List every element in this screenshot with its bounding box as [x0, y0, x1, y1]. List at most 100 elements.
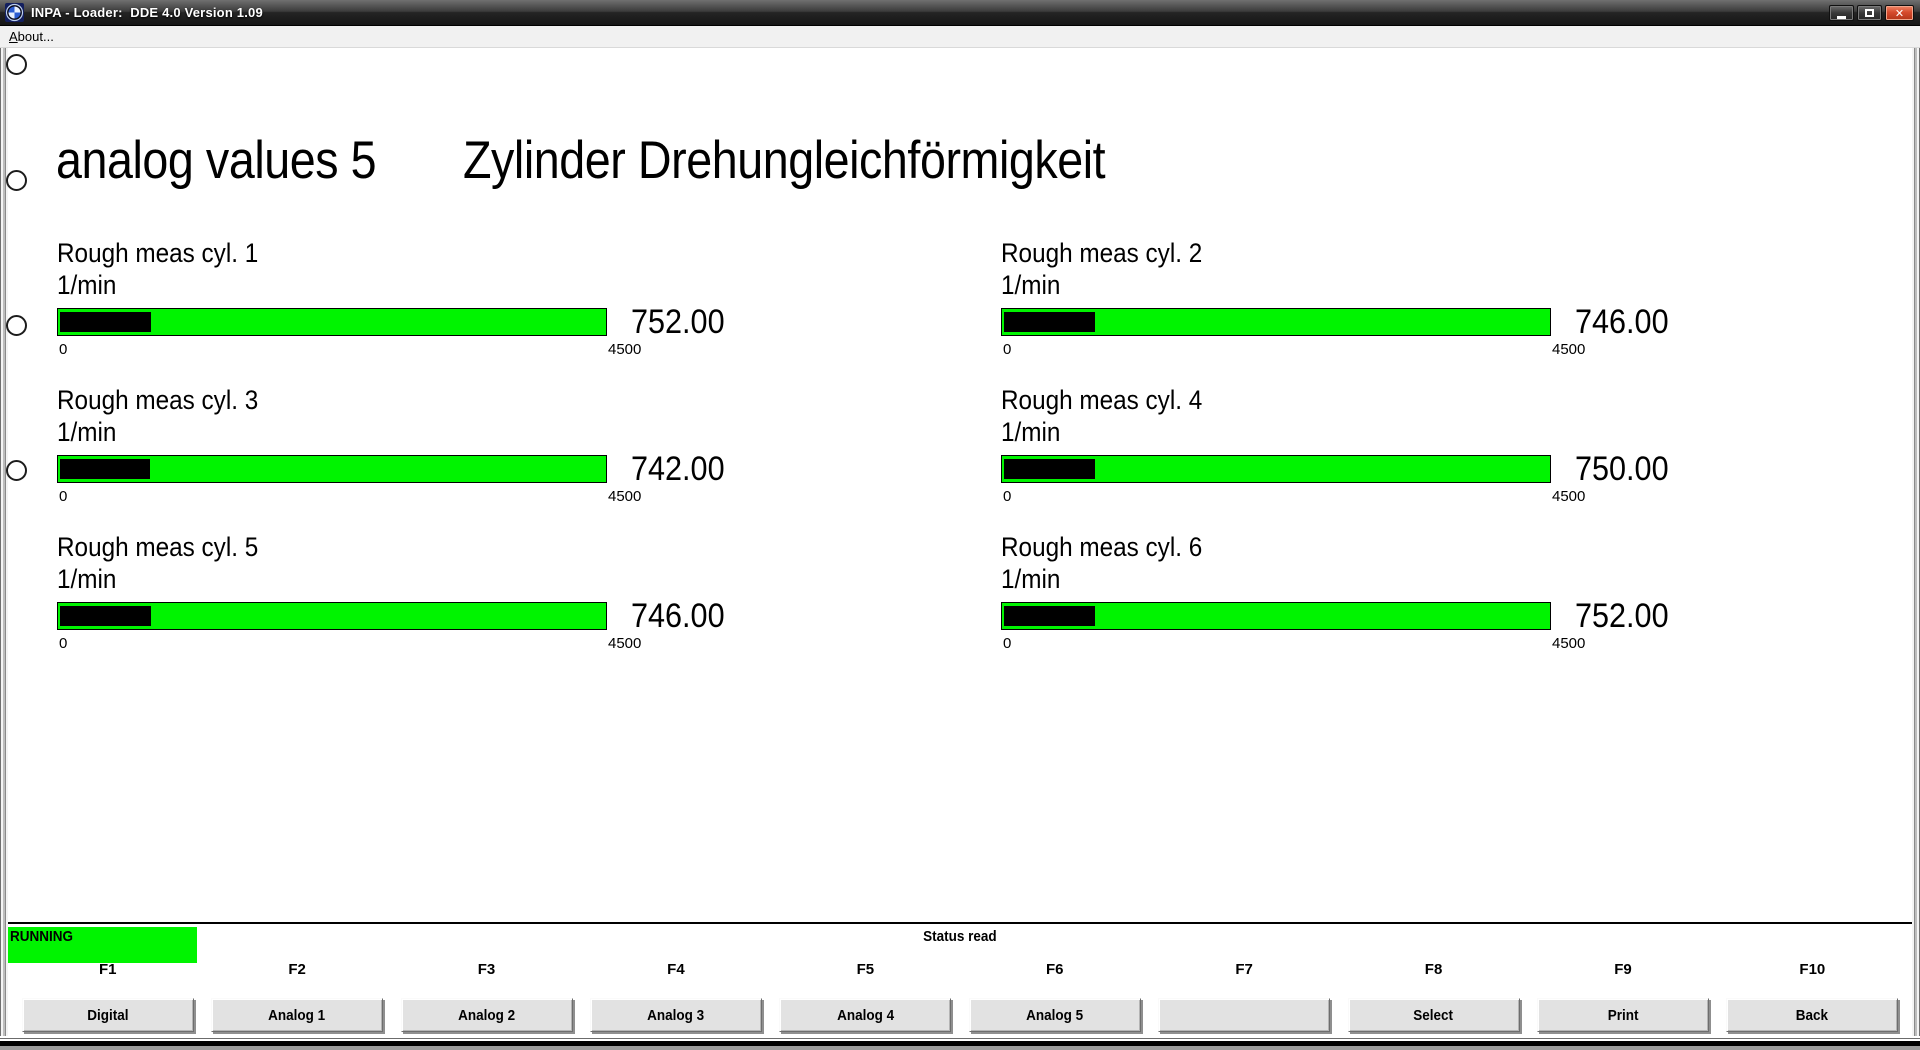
- menu-about[interactable]: About...: [9, 29, 54, 44]
- button-f9[interactable]: Print: [1536, 998, 1709, 1032]
- gauge-scale-min: 0: [59, 488, 68, 505]
- gauge-scale-max: 4500: [1552, 488, 1586, 505]
- gauge-label: Rough meas cyl. 1: [57, 238, 259, 268]
- window-frame-right: [1912, 48, 1920, 1050]
- function-key-cell: F5 Analog 4: [771, 962, 960, 1032]
- gauge: Rough meas cyl. 2 1/min 746.00 0 4500: [1001, 238, 1723, 385]
- button-f1[interactable]: Digital: [21, 998, 194, 1032]
- gauge-scale: 0 4500: [57, 635, 757, 653]
- gauge: Rough meas cyl. 1 1/min 752.00 0 4500: [57, 238, 779, 385]
- gauge-bar-fill: [60, 606, 151, 626]
- status-text: Status read: [923, 928, 997, 945]
- window-frame-bottom: [0, 1036, 1920, 1050]
- gauge-unit: 1/min: [57, 270, 117, 300]
- gauge: Rough meas cyl. 4 1/min 750.00 0 4500: [1001, 385, 1723, 532]
- gauge-label: Rough meas cyl. 4: [1001, 385, 1203, 415]
- fkey-label: F4: [667, 961, 685, 978]
- gauge-label: Rough meas cyl. 3: [57, 385, 259, 415]
- window-title: INPA - Loader: DDE 4.0 Version 1.09: [31, 5, 263, 20]
- fkey-label: F8: [1424, 961, 1443, 978]
- function-key-panel: RUNNING Status read F1 Digital F2 Analog…: [0, 922, 1920, 1050]
- gauge-unit: 1/min: [57, 564, 117, 594]
- gauge-grid: Rough meas cyl. 1 1/min 752.00 0 4500 Ro…: [57, 238, 1723, 679]
- button-f8[interactable]: Select: [1347, 998, 1520, 1032]
- gauge: Rough meas cyl. 3 1/min 742.00 0 4500: [57, 385, 779, 532]
- function-key-cell: F10 Back: [1718, 962, 1907, 1032]
- menu-bar: About...: [0, 26, 1920, 48]
- gauge-unit: 1/min: [1001, 270, 1061, 300]
- gauge-scale-max: 4500: [608, 341, 642, 358]
- row-marker-circle: [6, 460, 27, 481]
- button-f4[interactable]: Analog 3: [589, 998, 762, 1032]
- window-frame-left: [0, 48, 8, 1050]
- gauge-value: 742.00: [631, 450, 725, 488]
- fkey-label: F1: [98, 961, 117, 978]
- gauge-scale-max: 4500: [1552, 341, 1586, 358]
- row-marker-circle: [6, 170, 27, 191]
- window-controls: ✕: [1829, 5, 1914, 21]
- button-f10[interactable]: Back: [1726, 998, 1899, 1032]
- function-key-cell: F3 Analog 2: [392, 962, 581, 1032]
- gauge-bar-fill: [60, 459, 150, 479]
- gauge-scale: 0 4500: [57, 341, 757, 359]
- gauge-scale-min: 0: [59, 341, 68, 358]
- gauge-scale-min: 0: [1003, 635, 1012, 652]
- button-f7[interactable]: [1158, 998, 1331, 1032]
- gauge-bar: [1001, 602, 1551, 630]
- gauge-bar: [57, 602, 607, 630]
- gauge-bar-fill: [60, 312, 151, 332]
- gauge-value: 750.00: [1575, 450, 1669, 488]
- row-marker-circle: [6, 315, 27, 336]
- page-title-right: Zylinder Drehungleichförmigkeit: [463, 131, 1106, 190]
- client-area: analog values 5 Zylinder Drehungleichför…: [8, 48, 1912, 922]
- gauge-scale-max: 4500: [608, 488, 642, 505]
- gauge-scale-max: 4500: [1552, 635, 1586, 652]
- bmw-roundel-icon: [5, 3, 24, 22]
- gauge-bar: [57, 455, 607, 483]
- button-f3[interactable]: Analog 2: [400, 998, 573, 1032]
- fkey-label: F3: [477, 961, 496, 978]
- gauge-label: Rough meas cyl. 2: [1001, 238, 1203, 268]
- gauge-label: Rough meas cyl. 5: [57, 532, 259, 562]
- function-key-cell: F2 Analog 1: [202, 962, 391, 1032]
- row-marker-circle: [6, 54, 27, 75]
- gauge-unit: 1/min: [57, 417, 117, 447]
- gauge-bar: [57, 308, 607, 336]
- gauge: Rough meas cyl. 5 1/min 746.00 0 4500: [57, 532, 779, 679]
- gauge-bar-fill: [1004, 606, 1095, 626]
- close-button[interactable]: ✕: [1885, 5, 1914, 21]
- gauge-value: 752.00: [631, 303, 725, 341]
- gauge-scale-max: 4500: [608, 635, 642, 652]
- button-f5[interactable]: Analog 4: [779, 998, 952, 1032]
- fkey-label: F5: [856, 961, 875, 978]
- function-key-cell: F1 Digital: [13, 962, 202, 1032]
- maximize-icon: [1865, 9, 1874, 17]
- maximize-button[interactable]: [1857, 5, 1882, 21]
- fkey-label: F7: [1235, 961, 1253, 978]
- minimize-button[interactable]: [1829, 5, 1854, 21]
- gauge-bar-fill: [1004, 312, 1095, 332]
- close-icon: ✕: [1894, 7, 1905, 20]
- gauge-value: 746.00: [1575, 303, 1669, 341]
- page-title-left: analog values 5: [56, 131, 377, 190]
- gauge-scale-min: 0: [59, 635, 68, 652]
- gauge-bar: [1001, 308, 1551, 336]
- button-f6[interactable]: Analog 5: [968, 998, 1141, 1032]
- running-indicator: RUNNING: [7, 927, 197, 963]
- gauge-scale-min: 0: [1003, 341, 1012, 358]
- gauge-scale-min: 0: [1003, 488, 1012, 505]
- function-key-row: F1 Digital F2 Analog 1 F3 Analog 2 F4 An…: [13, 962, 1907, 1032]
- fkey-label: F10: [1799, 961, 1826, 978]
- gauge-unit: 1/min: [1001, 564, 1061, 594]
- running-label: RUNNING: [10, 928, 73, 945]
- gauge-value: 746.00: [631, 597, 725, 635]
- function-key-cell: F4 Analog 3: [581, 962, 770, 1032]
- title-bar: INPA - Loader: DDE 4.0 Version 1.09 ✕: [0, 0, 1920, 26]
- gauge-scale: 0 4500: [1001, 341, 1701, 359]
- gauge-bar-fill: [1004, 459, 1095, 479]
- gauge-bar: [1001, 455, 1551, 483]
- gauge-value: 752.00: [1575, 597, 1669, 635]
- button-f2[interactable]: Analog 1: [211, 998, 384, 1032]
- function-key-cell: F7: [1149, 962, 1338, 1032]
